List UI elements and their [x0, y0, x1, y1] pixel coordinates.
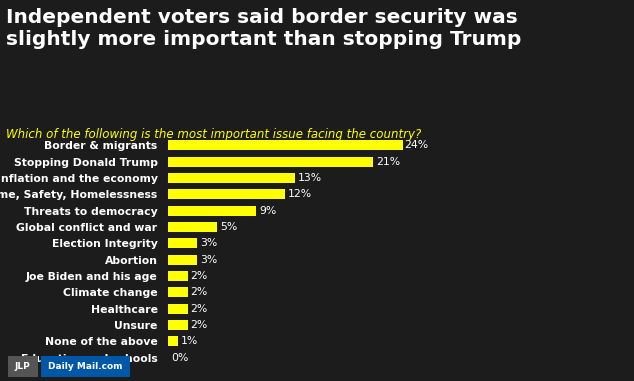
Bar	[168, 222, 217, 232]
Text: 1%: 1%	[181, 336, 198, 346]
Bar	[168, 320, 188, 330]
Text: 3%: 3%	[200, 238, 217, 248]
Text: 21%: 21%	[376, 157, 400, 166]
Text: 9%: 9%	[259, 206, 276, 216]
Text: 3%: 3%	[200, 255, 217, 265]
Text: Daily Mail.com: Daily Mail.com	[48, 362, 123, 371]
Text: JLP: JLP	[15, 362, 30, 371]
Text: 2%: 2%	[190, 287, 208, 297]
Bar	[168, 271, 188, 281]
Bar	[168, 140, 403, 150]
Bar	[168, 255, 197, 265]
Bar	[168, 189, 285, 199]
Bar	[168, 173, 295, 183]
Text: 13%: 13%	[298, 173, 322, 183]
Bar	[168, 304, 188, 314]
Bar	[168, 238, 197, 248]
Text: 2%: 2%	[190, 320, 208, 330]
Bar	[168, 157, 373, 167]
Text: 5%: 5%	[220, 222, 237, 232]
Bar	[168, 336, 178, 346]
Text: 24%: 24%	[404, 140, 428, 150]
Text: 0%: 0%	[171, 352, 188, 363]
Bar	[168, 206, 256, 216]
Text: 12%: 12%	[288, 189, 313, 199]
Bar	[168, 287, 188, 297]
Text: Independent voters said border security was
slightly more important than stoppin: Independent voters said border security …	[6, 8, 522, 50]
Text: 2%: 2%	[190, 271, 208, 281]
Text: 2%: 2%	[190, 304, 208, 314]
Text: Which of the following is the most important issue facing the country?: Which of the following is the most impor…	[6, 128, 422, 141]
